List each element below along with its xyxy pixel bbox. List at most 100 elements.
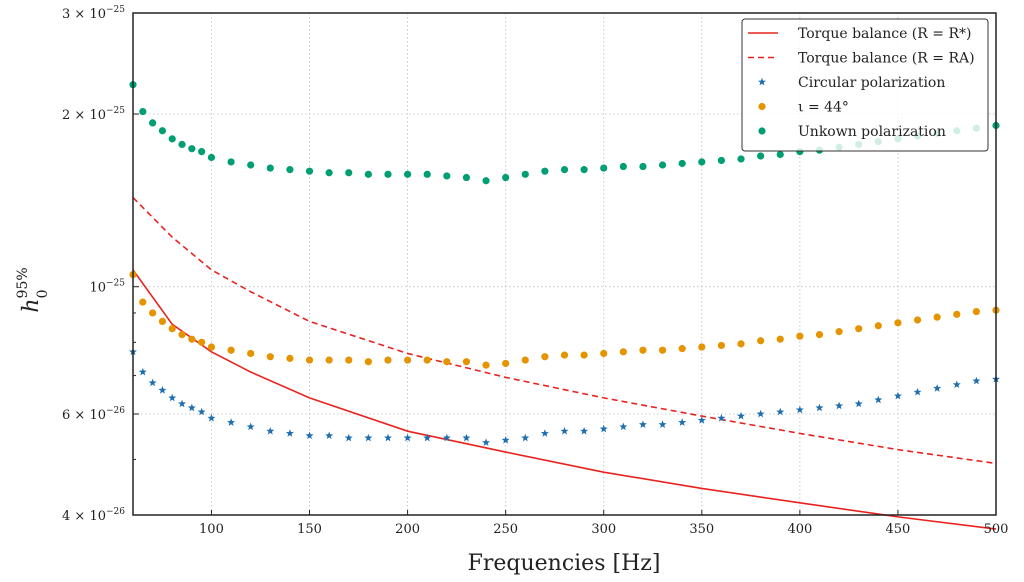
series-points bbox=[129, 270, 1000, 369]
iota-44-point bbox=[198, 338, 206, 346]
unknown-polarization-point bbox=[158, 127, 167, 135]
iota-44-point bbox=[502, 359, 510, 368]
circular-polarization-point bbox=[227, 418, 236, 426]
circular-polarization-point bbox=[697, 416, 706, 424]
unknown-polarization-point bbox=[776, 150, 784, 159]
circular-polarization-point bbox=[482, 438, 491, 446]
legend: Torque balance (R = R*) Torque balance (R… bbox=[741, 18, 989, 152]
circular-polarization-point bbox=[178, 399, 187, 408]
iota-44-point bbox=[423, 356, 431, 364]
circular-polarization-point bbox=[972, 376, 981, 385]
iota-44-point bbox=[717, 341, 726, 350]
x-tick-label: 350 bbox=[689, 522, 714, 537]
iota-44-point bbox=[521, 356, 529, 364]
plot-frame bbox=[132, 12, 997, 516]
iota-44-point bbox=[894, 319, 902, 327]
iota-44-point bbox=[678, 345, 686, 353]
x-tick-label: 300 bbox=[591, 522, 616, 537]
circular-polarization-point bbox=[854, 399, 863, 408]
iota-44-point bbox=[286, 354, 294, 362]
iota-44-point bbox=[874, 322, 882, 330]
circular-polarization-point bbox=[403, 433, 412, 442]
circular-polarization-point bbox=[158, 386, 167, 394]
circular-polarization-point bbox=[521, 433, 530, 442]
y-tick-label: 3 × 10−25 bbox=[62, 5, 125, 22]
circular-polarization-point bbox=[795, 405, 804, 414]
circular-polarization-point bbox=[913, 387, 922, 396]
iota-44-point bbox=[227, 346, 235, 354]
unknown-polarization-point bbox=[737, 155, 745, 163]
x-tick-label: 200 bbox=[395, 522, 420, 537]
y-tick-label: 6 × 10−26 bbox=[62, 406, 125, 423]
unknown-polarization-point bbox=[698, 158, 706, 166]
iota-44-point bbox=[815, 331, 824, 339]
unknown-polarization-point bbox=[560, 166, 569, 174]
legend-star-marker bbox=[758, 77, 766, 86]
unknown-polarization-point bbox=[266, 164, 274, 172]
x-tick-label: 500 bbox=[984, 522, 1009, 537]
iota-44-point bbox=[178, 331, 186, 339]
unknown-polarization-point bbox=[345, 169, 353, 177]
iota-44-point bbox=[325, 356, 333, 364]
iota-44-point bbox=[207, 343, 216, 351]
unknown-polarization-point bbox=[580, 166, 588, 174]
iota-44-point bbox=[345, 356, 353, 364]
unknown-polarization-point bbox=[227, 158, 235, 166]
circular-polarization-point bbox=[344, 433, 353, 442]
unknown-polarization-point bbox=[678, 159, 686, 168]
y-axis-label: h95% 0 bbox=[15, 267, 51, 312]
circular-polarization-point bbox=[933, 384, 942, 392]
iota-44-point bbox=[158, 317, 167, 326]
unknown-polarization-point bbox=[188, 145, 196, 153]
legend-label: Unkown polarization bbox=[798, 124, 946, 140]
x-tick-label: 150 bbox=[297, 522, 322, 537]
circular-polarization-point bbox=[148, 378, 157, 387]
legend-box bbox=[741, 18, 989, 152]
iota-44-point bbox=[403, 356, 412, 364]
unknown-polarization-point bbox=[658, 161, 667, 169]
unknown-polarization-point bbox=[600, 164, 608, 172]
iota-44-point bbox=[305, 356, 314, 364]
circular-polarization-point bbox=[501, 436, 510, 444]
circular-polarization-point bbox=[560, 426, 569, 435]
iota-44-point bbox=[266, 353, 274, 361]
iota-44-point bbox=[658, 346, 667, 354]
circular-polarization-point bbox=[835, 401, 844, 410]
axes: 100 150 200 250 300 350 400 450 500 4 × 10−26 6 × … bbox=[62, 5, 1008, 537]
unknown-polarization-point bbox=[325, 169, 333, 177]
x-tick-label: 100 bbox=[199, 522, 224, 537]
unknown-polarization-point bbox=[482, 177, 490, 185]
circular-polarization-point bbox=[246, 422, 255, 431]
unknown-polarization-point bbox=[423, 170, 431, 178]
iota-44-point bbox=[913, 316, 922, 324]
circular-polarization-point bbox=[658, 420, 667, 428]
x-tick-label: 400 bbox=[787, 522, 812, 537]
iota-44-point bbox=[855, 325, 863, 333]
legend-label: Circular polarization bbox=[798, 75, 945, 91]
iota-44-point bbox=[149, 309, 157, 317]
circular-polarization-point bbox=[383, 433, 392, 442]
iota-44-point bbox=[384, 356, 392, 364]
y-tick-label: 2 × 10−25 bbox=[62, 106, 125, 123]
legend-circle-marker bbox=[758, 102, 766, 111]
iota-44-point bbox=[482, 361, 490, 369]
x-axis-label: Frequencies [Hz] bbox=[468, 551, 661, 576]
legend-circle-marker bbox=[758, 127, 766, 135]
iota-44-point bbox=[972, 307, 980, 316]
unknown-polarization-point bbox=[717, 156, 726, 165]
iota-44-point bbox=[796, 332, 804, 340]
unknown-polarization-point bbox=[168, 135, 176, 143]
circular-polarization-point bbox=[442, 433, 451, 442]
circular-polarization-point bbox=[952, 380, 961, 389]
iota-44-point bbox=[247, 349, 255, 358]
x-tick-label: 250 bbox=[493, 522, 518, 537]
series-points bbox=[129, 347, 1000, 446]
circular-polarization-point bbox=[678, 418, 687, 426]
iota-44-point bbox=[933, 313, 941, 321]
iota-44-point bbox=[698, 343, 706, 351]
y-tick-label: 4 × 10−26 bbox=[62, 507, 125, 524]
unknown-polarization-point bbox=[198, 147, 206, 156]
circular-polarization-point bbox=[717, 413, 726, 422]
circular-polarization-point bbox=[815, 403, 824, 412]
